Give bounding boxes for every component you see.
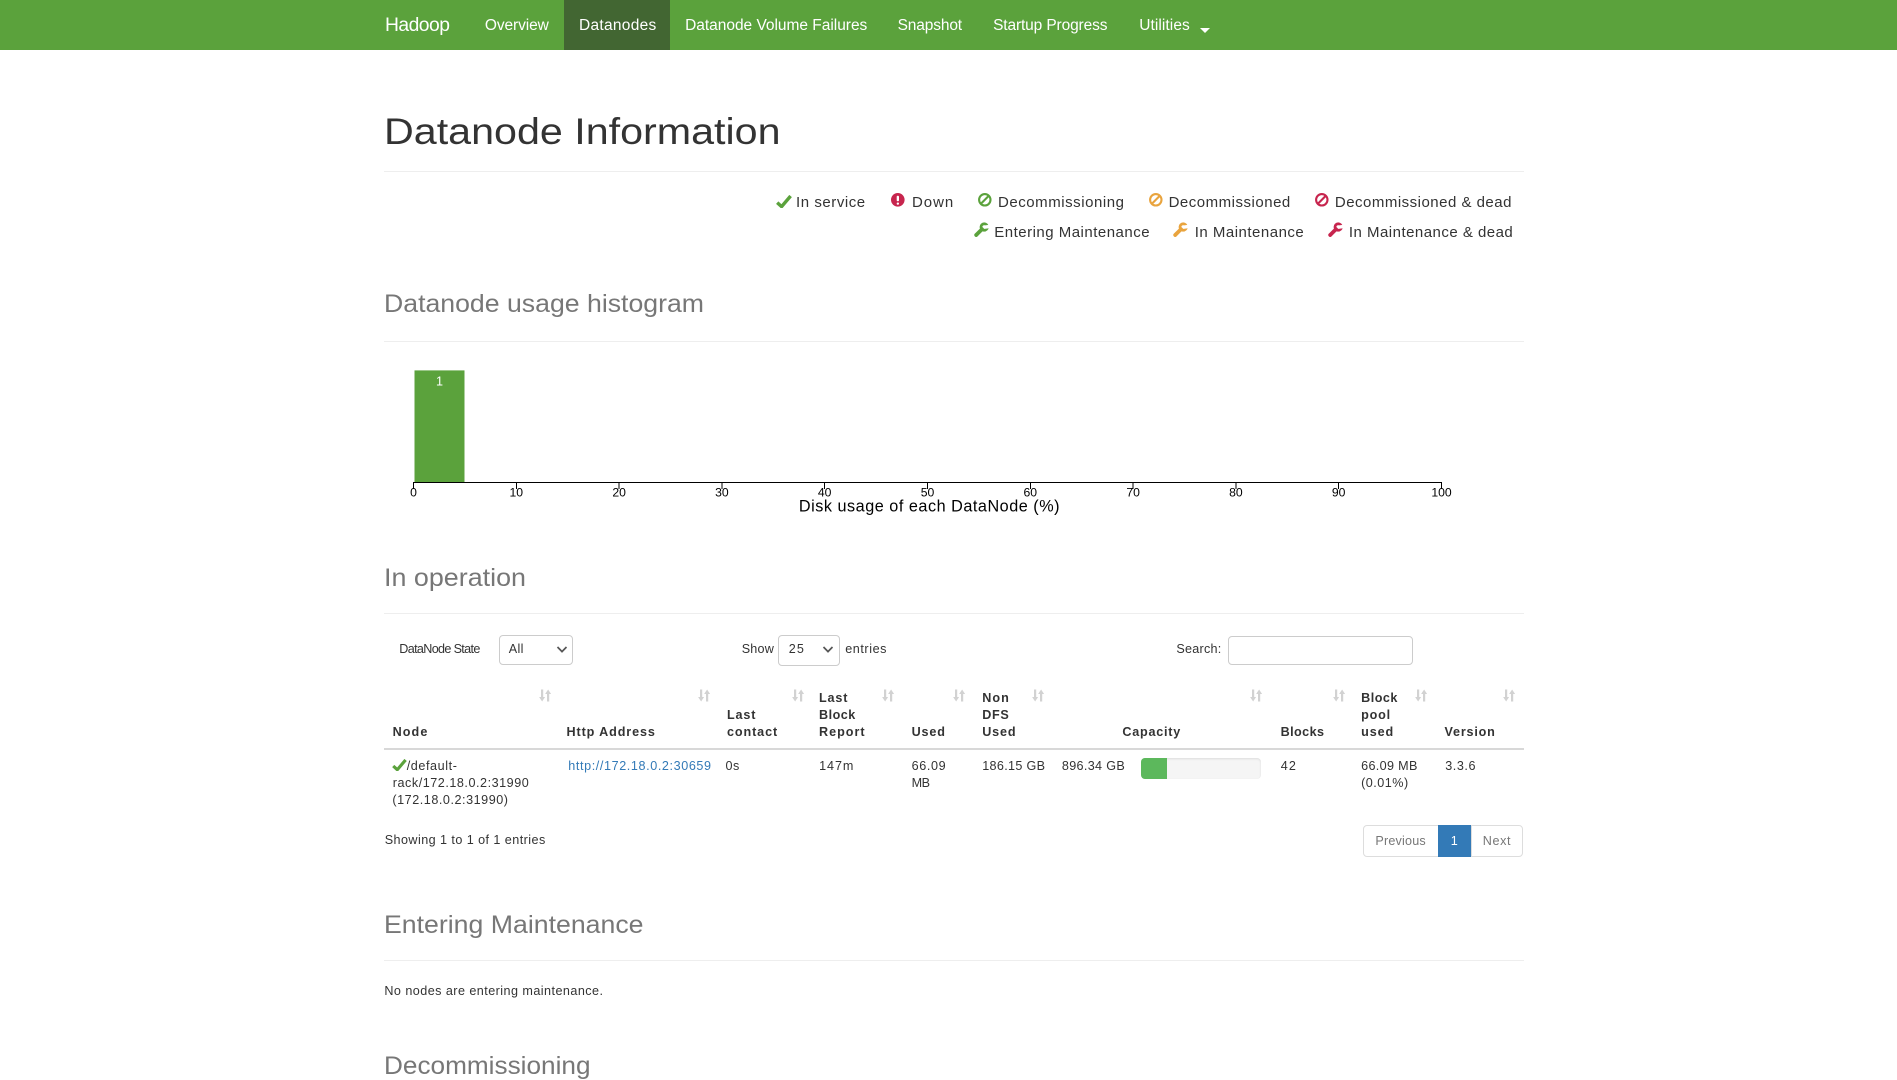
svg-text:10: 10	[510, 486, 524, 500]
svg-text:20: 20	[612, 486, 626, 500]
svg-text:80: 80	[1229, 486, 1243, 500]
svg-text:30: 30	[715, 486, 729, 500]
svg-text:50: 50	[921, 486, 935, 500]
svg-text:1: 1	[436, 375, 443, 389]
svg-text:0: 0	[410, 486, 417, 500]
svg-text:Disk usage of each DataNode (%: Disk usage of each DataNode (%)	[799, 497, 1060, 515]
svg-text:40: 40	[818, 486, 832, 500]
svg-text:60: 60	[1024, 486, 1038, 500]
svg-text:100: 100	[1431, 486, 1452, 500]
svg-text:70: 70	[1126, 486, 1140, 500]
svg-text:90: 90	[1332, 486, 1346, 500]
